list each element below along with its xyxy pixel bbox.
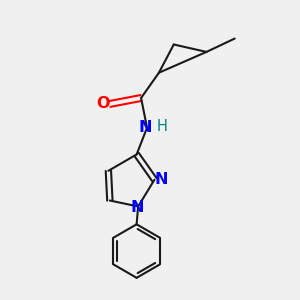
Text: H: H — [157, 119, 168, 134]
Text: N: N — [154, 172, 168, 187]
Text: N: N — [131, 200, 144, 214]
Text: O: O — [97, 96, 110, 111]
Text: N: N — [139, 120, 152, 135]
